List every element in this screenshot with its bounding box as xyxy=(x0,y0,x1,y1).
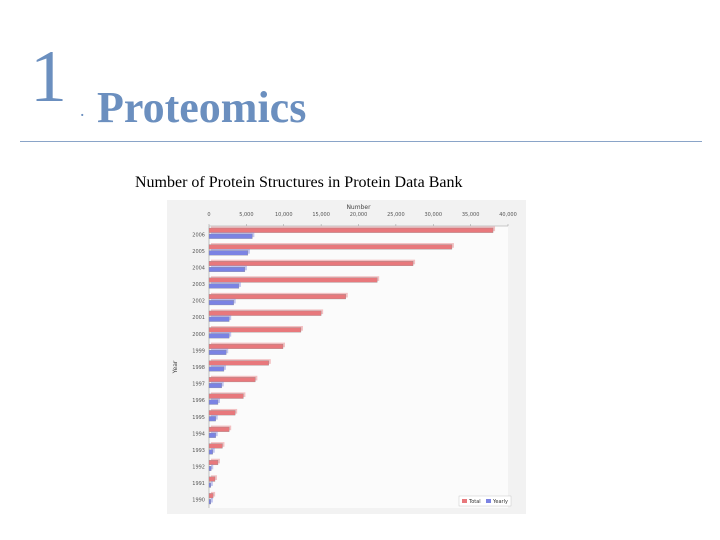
bar-total xyxy=(208,277,378,283)
bar-yearly xyxy=(208,466,212,471)
bar-total xyxy=(208,426,230,432)
y-tick-label: 2001 xyxy=(192,315,205,321)
chart-title: Number of Protein Structures in Protein … xyxy=(135,174,463,191)
plot-area xyxy=(209,226,508,508)
legend-swatch-total xyxy=(462,499,467,503)
x-tick-label: 10,000 xyxy=(275,212,293,218)
bar-yearly xyxy=(208,416,216,422)
bar-yearly xyxy=(208,383,222,389)
bar-total xyxy=(208,476,216,482)
bar-yearly-shadow xyxy=(211,481,213,486)
bar-yearly xyxy=(208,482,212,488)
bar-chart: Number 0 5,000 10,000 15,000 20,000 25,000 30,0… xyxy=(167,200,526,514)
y-tick-label: 2003 xyxy=(192,282,205,288)
bar-total xyxy=(208,343,284,349)
y-tick-label: 2002 xyxy=(192,299,205,305)
bar-total xyxy=(208,493,214,499)
bar-total xyxy=(208,393,244,399)
y-tick-label: 2004 xyxy=(192,265,205,271)
y-tick-label: 1996 xyxy=(192,398,205,404)
bar-yearly-shadow xyxy=(211,497,213,503)
x-tick-label: 35,000 xyxy=(462,212,480,218)
legend-swatch-yearly xyxy=(486,499,491,503)
x-axis-label: Number xyxy=(346,204,371,211)
y-tick-label: 1995 xyxy=(192,415,205,421)
bar-yearly xyxy=(208,499,212,505)
y-tick-label: 1994 xyxy=(192,431,205,437)
legend-box xyxy=(458,495,512,507)
slide-number: 1 xyxy=(30,36,67,118)
title-divider xyxy=(20,141,702,142)
slide-title: Proteomics xyxy=(97,83,307,132)
bar-total xyxy=(208,227,494,233)
slide-number-dot: . xyxy=(80,100,85,120)
bar-total xyxy=(208,244,453,250)
bar-total xyxy=(208,261,414,266)
x-tick-label: 40,000 xyxy=(499,212,517,218)
bar-yearly xyxy=(208,333,230,339)
y-tick-label: 2000 xyxy=(192,332,205,338)
bar-total xyxy=(208,443,223,449)
y-axis-label: Year xyxy=(172,360,179,374)
bar-yearly xyxy=(208,283,240,289)
bar-yearly xyxy=(208,449,213,455)
legend-label-total: Total xyxy=(468,499,481,505)
x-tick-label: 30,000 xyxy=(425,212,443,218)
bar-yearly-shadow xyxy=(211,464,214,470)
bar-yearly xyxy=(208,349,227,355)
y-tick-label: 2005 xyxy=(192,249,205,255)
x-tick-label: 15,000 xyxy=(312,212,330,218)
bar-total xyxy=(208,310,322,316)
x-tick-label: 5,000 xyxy=(239,212,253,218)
y-tick-label: 2006 xyxy=(192,232,205,238)
x-tick-label: 25,000 xyxy=(387,212,405,218)
bar-yearly xyxy=(208,250,249,256)
y-tick-label: 1998 xyxy=(192,365,205,371)
legend-label-yearly: Yearly xyxy=(492,499,508,505)
bar-total xyxy=(208,294,346,300)
y-tick-label: 1992 xyxy=(192,465,205,471)
bar-yearly xyxy=(208,316,230,322)
bar-yearly xyxy=(208,233,253,239)
y-tick-label: 1991 xyxy=(192,481,205,487)
y-tick-label: 1999 xyxy=(192,348,205,354)
bar-yearly xyxy=(208,300,234,306)
bar-yearly xyxy=(208,366,225,372)
y-tick-label: 1997 xyxy=(192,382,205,388)
y-tick-label: 1990 xyxy=(192,498,205,504)
bar-total xyxy=(208,410,236,416)
bar-total xyxy=(208,360,269,366)
bar-yearly xyxy=(208,432,216,438)
y-tick-label: 1993 xyxy=(192,448,205,454)
bar-yearly xyxy=(208,266,246,272)
x-tick-label: 20,000 xyxy=(350,212,368,218)
bar-total xyxy=(208,377,256,383)
bar-yearly xyxy=(208,399,219,405)
x-tick-label: 0 xyxy=(207,212,210,218)
bar-total xyxy=(208,327,302,333)
bar-total xyxy=(208,460,219,466)
chart-container: Number 0 5,000 10,000 15,000 20,000 25,000 30,0… xyxy=(167,200,526,514)
